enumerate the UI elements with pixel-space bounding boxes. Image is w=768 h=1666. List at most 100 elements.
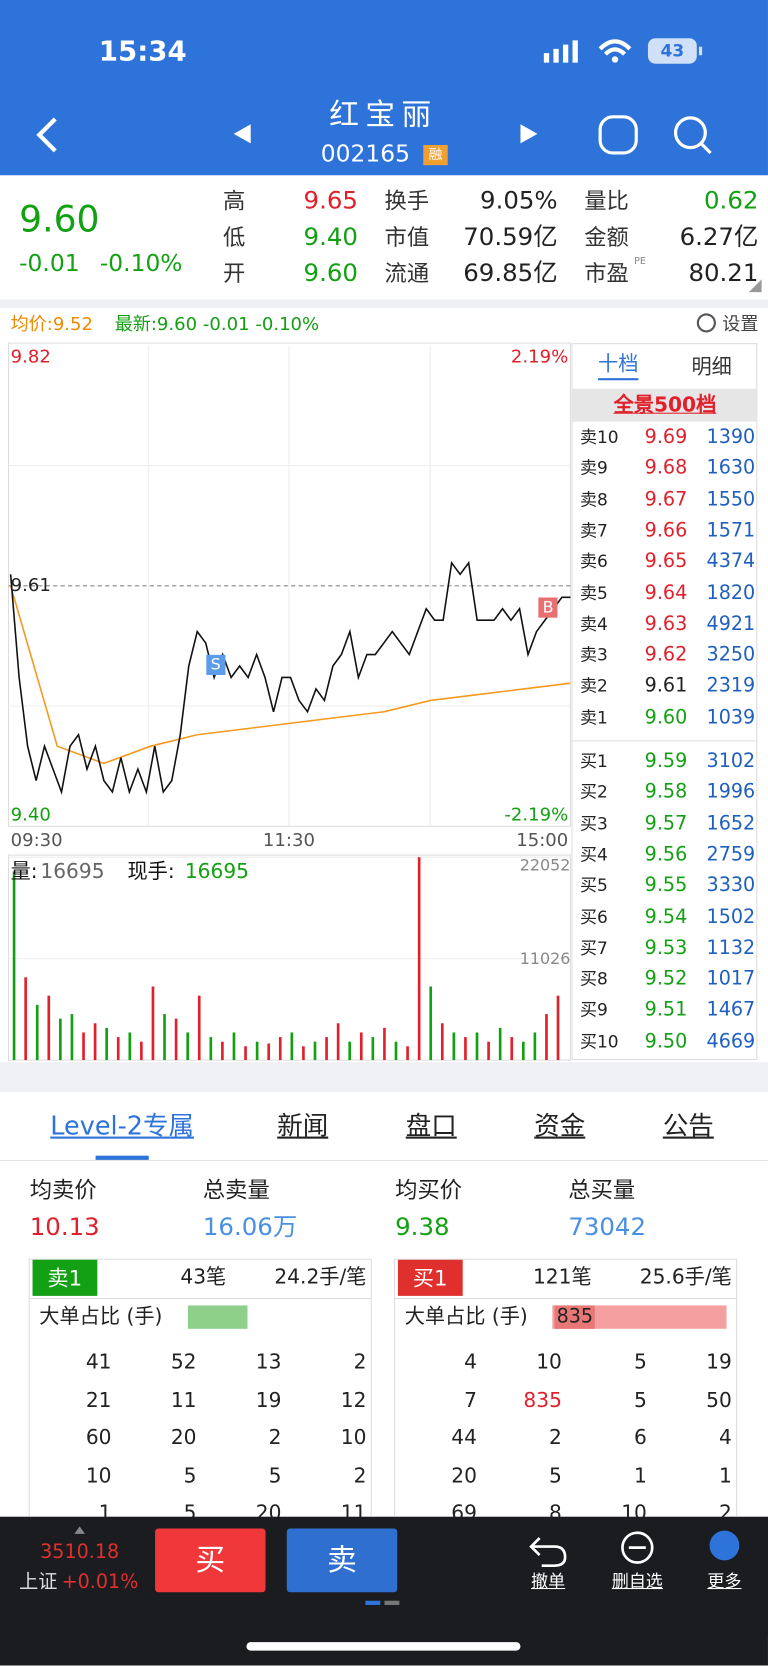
volume-bar [290, 1032, 294, 1061]
buy-button[interactable]: 买 [155, 1528, 266, 1593]
last-price: 9.60 [19, 198, 100, 242]
volume-bar [406, 1046, 409, 1061]
order-size: 2 [353, 1463, 367, 1488]
section-tab[interactable]: Level-2专属 [50, 1111, 195, 1141]
l2-stat-label: 总卖量 [202, 1177, 270, 1203]
volume-tick-label: 11026 [519, 948, 571, 968]
level-label: 买4 [579, 844, 608, 865]
level-price: 9.58 [644, 781, 688, 804]
robot-button[interactable] [598, 115, 638, 155]
level-volume: 1017 [706, 967, 756, 991]
y-tick-label: 9.82 [10, 346, 51, 369]
volume-bar [24, 977, 27, 1061]
panel-divider [394, 1298, 738, 1300]
order-size: 5 [183, 1463, 197, 1488]
level-label: 买1 [579, 750, 608, 772]
stat-label: 低 [223, 224, 246, 251]
sell-button[interactable]: 卖 [286, 1528, 398, 1593]
back-button[interactable] [36, 117, 57, 153]
status-time: 15:34 [98, 36, 187, 68]
prev-stock[interactable] [233, 124, 251, 144]
level-label: 卖2 [579, 675, 608, 697]
latest-price: 最新:9.60 -0.01 -0.10% [114, 313, 320, 336]
wifi-icon [598, 39, 632, 56]
tab-ten-levels[interactable]: 十档 [598, 354, 639, 381]
level-label: 买3 [579, 813, 608, 834]
volume-bar [93, 1023, 97, 1061]
order-size: 50 [706, 1388, 732, 1412]
level-label: 买8 [579, 968, 608, 990]
volume-bar [464, 1037, 467, 1061]
stat-value: 6.27亿 [679, 223, 759, 252]
battery-tip [698, 46, 703, 56]
book-divider [572, 740, 758, 742]
level-price: 9.63 [644, 612, 688, 635]
level-price: 9.68 [644, 457, 688, 480]
l2-stat-value: 16.06万 [202, 1213, 298, 1242]
level-volume: 2759 [706, 843, 756, 866]
buy-panel [394, 1258, 738, 1535]
section-tab[interactable]: 资金 [534, 1111, 586, 1141]
y-tick-label: 9.61 [10, 574, 51, 596]
level-label: 卖6 [579, 551, 608, 572]
bottom-action[interactable]: 撤单 [531, 1570, 566, 1592]
volume-bar [417, 857, 421, 1061]
order-size: 19 [255, 1388, 282, 1412]
section-tab[interactable]: 公告 [662, 1111, 714, 1141]
l2-stat-value: 9.38 [395, 1213, 450, 1242]
section-tab[interactable]: 新闻 [277, 1111, 329, 1141]
order-size: 10 [536, 1350, 562, 1374]
stat-label: 流通 [384, 260, 430, 287]
sell-big-bar [188, 1305, 248, 1329]
search-button[interactable] [673, 116, 707, 150]
level-label: 买6 [579, 906, 608, 927]
margin-badge: 融 [423, 144, 448, 166]
l2-stat-value: 10.13 [29, 1213, 100, 1242]
stat-label: 量比 [584, 188, 629, 215]
level-price: 9.52 [644, 967, 688, 991]
volume-bar [59, 1018, 62, 1061]
bottom-action[interactable]: 更多 [707, 1570, 742, 1592]
order-size: 5 [634, 1388, 647, 1412]
level-price: 9.57 [644, 812, 688, 835]
stat-value: 80.21 [688, 259, 759, 288]
settings-link[interactable]: 设置 [722, 313, 759, 336]
tab-detail[interactable]: 明细 [691, 355, 732, 379]
volume-bar [186, 1032, 190, 1061]
avg-line [9, 585, 571, 765]
level-volume: 3250 [706, 643, 756, 667]
level-price: 9.66 [644, 519, 688, 542]
level-price: 9.69 [644, 425, 688, 449]
quote-separator [0, 299, 768, 309]
tab-indicator [95, 1155, 149, 1160]
buy-big-order: 大单占比 (手) [404, 1304, 528, 1329]
level-price: 9.62 [644, 643, 688, 667]
now-volume-label: 现手: [127, 859, 175, 884]
order-size: 1 [719, 1463, 732, 1488]
volume-frame [7, 854, 571, 1061]
sell-avg: 24.2手/笔 [274, 1265, 367, 1289]
level-label: 买7 [579, 937, 608, 958]
settings-icon[interactable] [696, 313, 716, 333]
volume-bar [394, 1041, 398, 1061]
section-tab[interactable]: 盘口 [405, 1111, 457, 1141]
bottom-action[interactable]: 删自选 [611, 1570, 663, 1592]
order-size: 12 [340, 1388, 367, 1412]
level-volume: 4669 [706, 1030, 756, 1053]
level-label: 卖7 [579, 520, 608, 541]
next-stock[interactable] [520, 124, 538, 144]
order-size: 1 [634, 1463, 647, 1488]
sell-count: 43笔 [180, 1265, 227, 1289]
level-price: 9.67 [644, 488, 688, 511]
panorama-link[interactable]: 全景500档 [613, 393, 717, 417]
level-label: 买10 [579, 1031, 619, 1052]
volume-bar [128, 1032, 132, 1061]
stat-label: 开 [223, 260, 246, 287]
level-volume: 1039 [706, 706, 756, 729]
volume-bar [278, 1037, 282, 1061]
level-volume: 1132 [706, 936, 756, 959]
buy-marker: B [538, 597, 558, 618]
search-handle [699, 142, 712, 155]
volume-bar [267, 1043, 271, 1061]
volume-bar [533, 1032, 537, 1061]
